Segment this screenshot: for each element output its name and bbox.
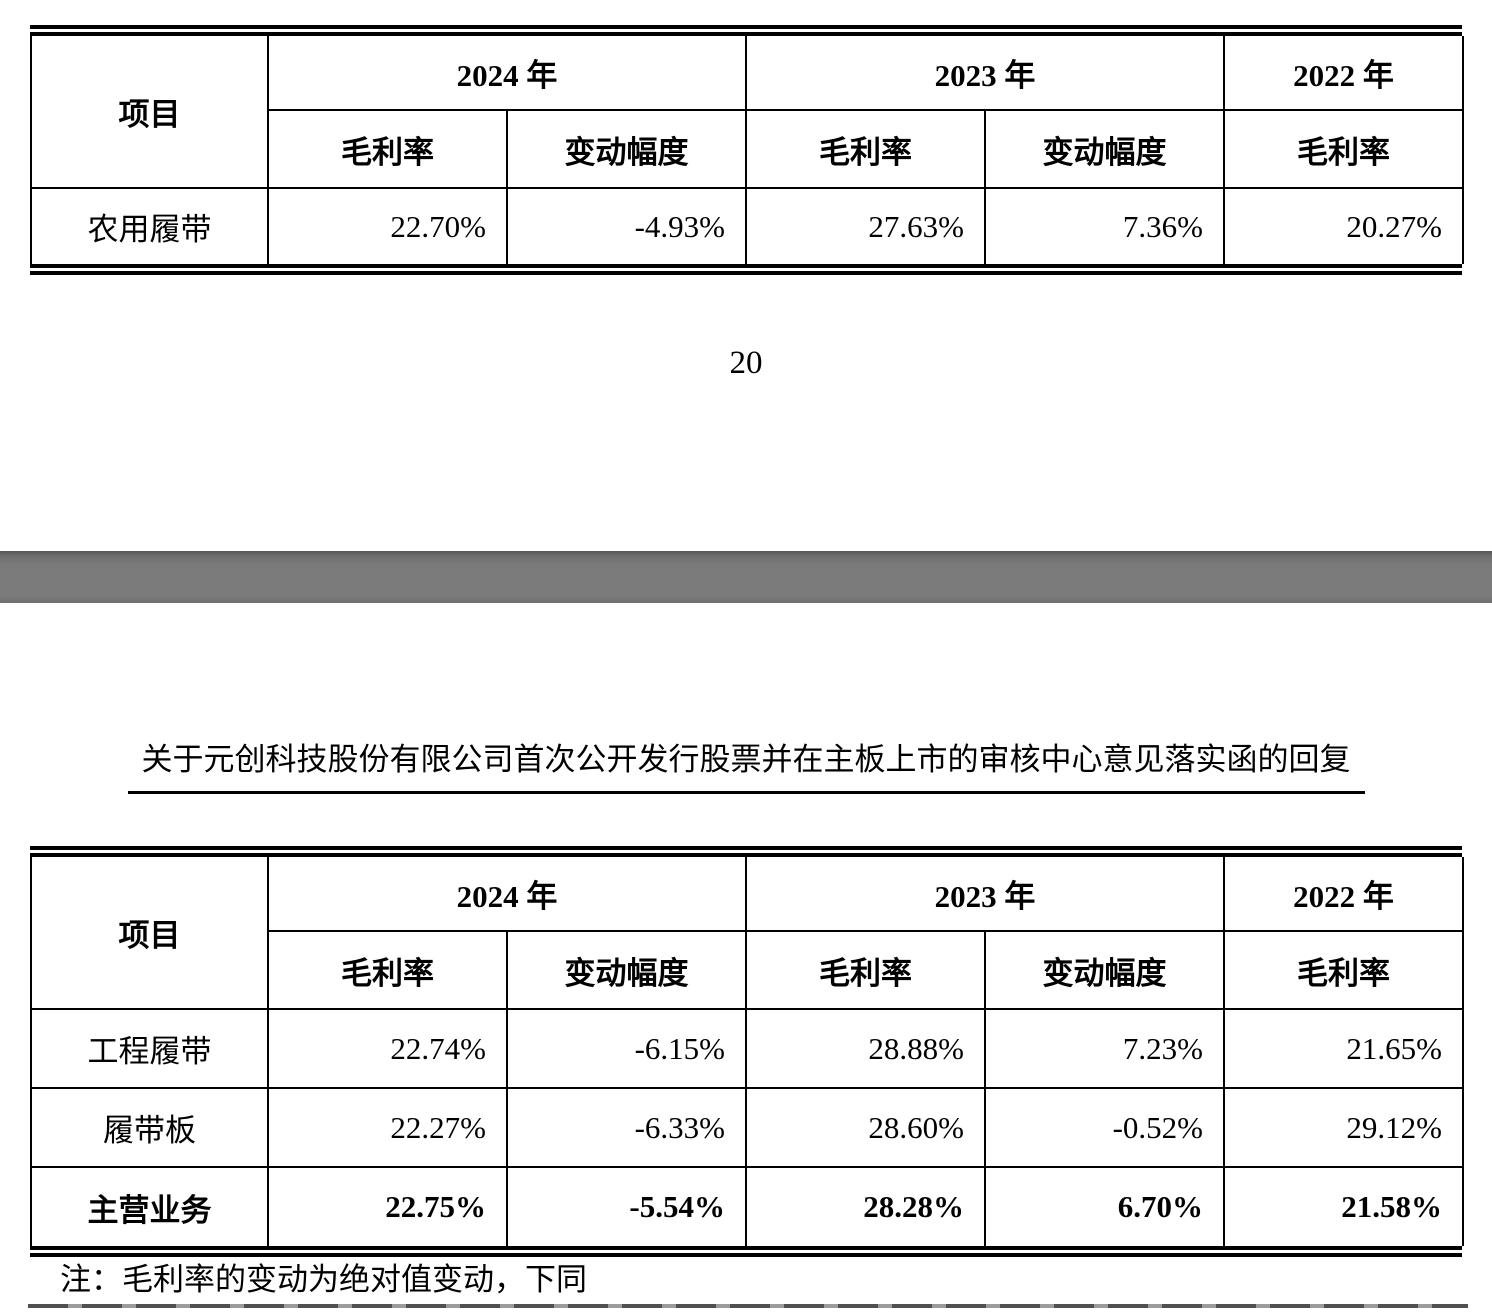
value-cell: 21.58%	[1223, 1166, 1464, 1246]
header-year-2022: 2022 年	[1223, 36, 1464, 111]
row-label-cell: 主营业务	[30, 1166, 269, 1246]
header-change-2024: 变动幅度	[506, 109, 747, 189]
header-gross-margin-2024: 毛利率	[267, 109, 508, 189]
header-gross-margin-2023: 毛利率	[745, 930, 986, 1010]
header-gross-margin-2024: 毛利率	[267, 930, 508, 1010]
page-number: 20	[729, 345, 763, 381]
table-main-business: 项目 2024 年 2023 年 2022 年 毛利率 变动幅度 毛利率 变动幅…	[30, 857, 1464, 1246]
value-cell: 28.60%	[745, 1087, 986, 1168]
page-separator-bar	[0, 551, 1492, 603]
header-gross-margin-2022: 毛利率	[1223, 930, 1464, 1010]
header-year-2023: 2023 年	[745, 857, 1225, 932]
value-cell: -6.15%	[506, 1008, 747, 1089]
gross-margin-table-main-business: 项目 2024 年 2023 年 2022 年 毛利率 变动幅度 毛利率 变动幅…	[30, 846, 1464, 1257]
value-cell: 22.27%	[267, 1087, 508, 1168]
value-cell: -0.52%	[984, 1087, 1225, 1168]
value-cell: 22.75%	[267, 1166, 508, 1246]
table-row: 工程履带 22.74% -6.15% 28.88% 7.23% 21.65%	[30, 1008, 1464, 1089]
value-cell: 29.12%	[1223, 1087, 1464, 1168]
table-row-years: 项目 2024 年 2023 年 2022 年	[30, 857, 1464, 1010]
header-year-2024: 2024 年	[267, 857, 747, 932]
header-year-2023: 2023 年	[745, 36, 1225, 111]
document-title-text: 关于元创科技股份有限公司首次公开发行股票并在主板上市的审核中心意见落实函的回复	[127, 741, 1365, 794]
value-cell: 28.88%	[745, 1008, 986, 1089]
header-year-2024: 2024 年	[267, 36, 747, 111]
table-agricultural: 项目 2024 年 2023 年 2022 年 毛利率 变动幅度 毛利率 变动幅…	[30, 36, 1464, 264]
document-title: 关于元创科技股份有限公司首次公开发行股票并在主板上市的审核中心意见落实函的回复	[0, 741, 1492, 794]
value-cell: 22.74%	[267, 1008, 508, 1089]
value-cell: -4.93%	[506, 187, 747, 264]
table-row: 农用履带 22.70% -4.93% 27.63% 7.36% 20.27%	[30, 187, 1464, 264]
table-row-subheaders: 毛利率 变动幅度 毛利率 变动幅度 毛利率	[31, 109, 1464, 189]
table-row-subheaders: 毛利率 变动幅度 毛利率 变动幅度 毛利率	[31, 930, 1464, 1010]
value-cell: 21.65%	[1223, 1008, 1464, 1089]
header-gross-margin-2023: 毛利率	[745, 109, 986, 189]
header-gross-margin-2022: 毛利率	[1223, 109, 1464, 189]
gross-margin-table-agricultural: 项目 2024 年 2023 年 2022 年 毛利率 变动幅度 毛利率 变动幅…	[30, 25, 1464, 275]
table-row-years: 项目 2024 年 2023 年 2022 年	[30, 36, 1464, 189]
table-footnote: 注：毛利率的变动为绝对值变动，下同	[60, 1262, 587, 1297]
value-cell: 28.28%	[745, 1166, 986, 1246]
header-year-2022: 2022 年	[1223, 857, 1464, 932]
value-cell: 7.23%	[984, 1008, 1225, 1089]
header-change-2023: 变动幅度	[984, 109, 1225, 189]
value-cell: 7.36%	[984, 187, 1225, 264]
header-change-2024: 变动幅度	[506, 930, 747, 1010]
value-cell: -5.54%	[506, 1166, 747, 1246]
header-item: 项目	[30, 857, 269, 1010]
next-table-cut-edge	[28, 1304, 1468, 1308]
row-label-cell: 农用履带	[30, 187, 269, 264]
value-cell: 6.70%	[984, 1166, 1225, 1246]
header-item: 项目	[30, 36, 269, 189]
value-cell: 27.63%	[745, 187, 986, 264]
value-cell: -6.33%	[506, 1087, 747, 1168]
table-row: 履带板 22.27% -6.33% 28.60% -0.52% 29.12%	[30, 1087, 1464, 1168]
row-label-cell: 履带板	[30, 1087, 269, 1168]
value-cell: 20.27%	[1223, 187, 1464, 264]
table-row-total: 主营业务 22.75% -5.54% 28.28% 6.70% 21.58%	[30, 1166, 1464, 1246]
row-label-cell: 工程履带	[30, 1008, 269, 1089]
value-cell: 22.70%	[267, 187, 508, 264]
header-change-2023: 变动幅度	[984, 930, 1225, 1010]
